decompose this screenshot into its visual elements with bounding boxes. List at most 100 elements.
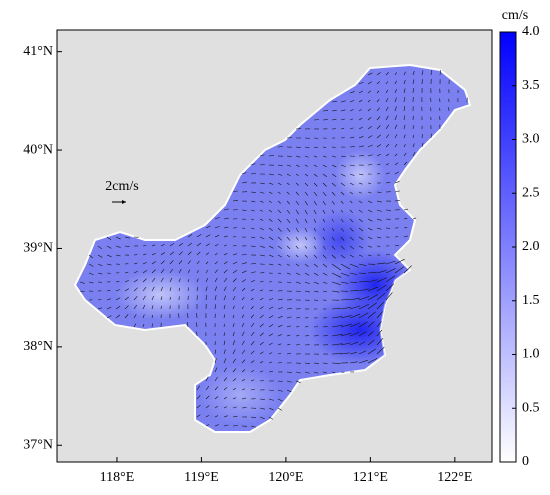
vector xyxy=(367,254,372,256)
vector xyxy=(358,90,364,94)
vector xyxy=(142,261,147,265)
vector xyxy=(241,397,246,400)
vector xyxy=(367,154,373,157)
vector xyxy=(133,323,137,328)
vector xyxy=(403,152,407,157)
vector xyxy=(214,367,218,373)
vector xyxy=(313,254,318,259)
vector xyxy=(196,270,199,274)
vector xyxy=(115,314,121,319)
vector xyxy=(340,272,350,277)
vector xyxy=(115,297,121,301)
speed-field xyxy=(115,150,415,425)
vector xyxy=(304,146,310,149)
vector xyxy=(340,315,352,319)
vector xyxy=(358,288,369,292)
vector xyxy=(412,70,415,76)
vector xyxy=(385,218,391,220)
vector xyxy=(304,371,310,374)
vector xyxy=(250,163,256,166)
vector xyxy=(259,361,264,364)
vector xyxy=(268,245,274,249)
vector xyxy=(304,155,309,158)
vector xyxy=(277,218,282,223)
vector xyxy=(367,358,378,364)
vector xyxy=(223,244,228,247)
vector xyxy=(241,314,245,319)
vector xyxy=(304,218,308,224)
vector xyxy=(331,308,341,310)
vector xyxy=(223,332,225,337)
vector xyxy=(97,272,103,275)
vector xyxy=(313,164,318,167)
vector xyxy=(349,245,355,250)
vector xyxy=(142,270,147,274)
vector xyxy=(349,281,358,283)
vector xyxy=(376,262,386,265)
vector xyxy=(403,71,406,76)
vector xyxy=(322,290,328,293)
vector xyxy=(295,371,301,374)
vector xyxy=(313,236,316,240)
vector xyxy=(277,209,282,214)
vector xyxy=(295,146,301,148)
vector xyxy=(340,155,346,158)
vector xyxy=(196,251,201,256)
vector xyxy=(304,182,309,187)
vector xyxy=(124,245,130,247)
vector xyxy=(214,349,217,355)
vector xyxy=(151,286,155,292)
vector xyxy=(286,371,292,373)
vector xyxy=(376,153,381,157)
vector xyxy=(178,251,183,256)
vector xyxy=(277,245,282,250)
vector xyxy=(358,236,364,240)
x-tick-label: 122°E xyxy=(437,470,472,485)
vector xyxy=(331,290,340,293)
map-area xyxy=(57,30,492,462)
vector xyxy=(277,164,283,167)
vector xyxy=(376,236,382,239)
vector xyxy=(322,236,326,241)
vector xyxy=(394,106,397,112)
vector xyxy=(304,263,309,267)
vector xyxy=(205,234,211,238)
vector xyxy=(241,297,245,301)
vector xyxy=(205,385,210,391)
vector xyxy=(376,301,385,310)
vector xyxy=(286,380,292,383)
vector xyxy=(268,398,274,401)
vector xyxy=(331,272,342,278)
vector xyxy=(169,251,174,256)
vector xyxy=(97,263,103,267)
vector xyxy=(214,261,218,265)
vector xyxy=(385,181,391,184)
vector xyxy=(358,350,367,355)
vector xyxy=(160,252,165,256)
vector xyxy=(376,277,387,283)
vector xyxy=(358,191,362,194)
vector xyxy=(367,286,379,292)
vector xyxy=(385,115,389,121)
vector xyxy=(385,143,390,148)
vector xyxy=(367,191,372,194)
vector xyxy=(178,269,182,274)
x-tick-label: 118°E xyxy=(100,470,135,485)
vector xyxy=(124,280,129,283)
vector xyxy=(241,253,247,256)
vector xyxy=(385,72,389,76)
vector xyxy=(331,227,335,232)
vector xyxy=(331,281,341,285)
vector xyxy=(259,314,264,319)
vector xyxy=(376,107,380,112)
vector xyxy=(205,376,209,382)
vector xyxy=(232,253,238,256)
vector xyxy=(151,295,154,301)
vector xyxy=(367,236,373,240)
colorbar-tick-label: 1.5 xyxy=(522,293,540,308)
vector xyxy=(367,144,373,148)
vector xyxy=(214,277,218,283)
vector xyxy=(322,209,326,214)
vector xyxy=(367,125,372,130)
vector xyxy=(421,142,424,148)
